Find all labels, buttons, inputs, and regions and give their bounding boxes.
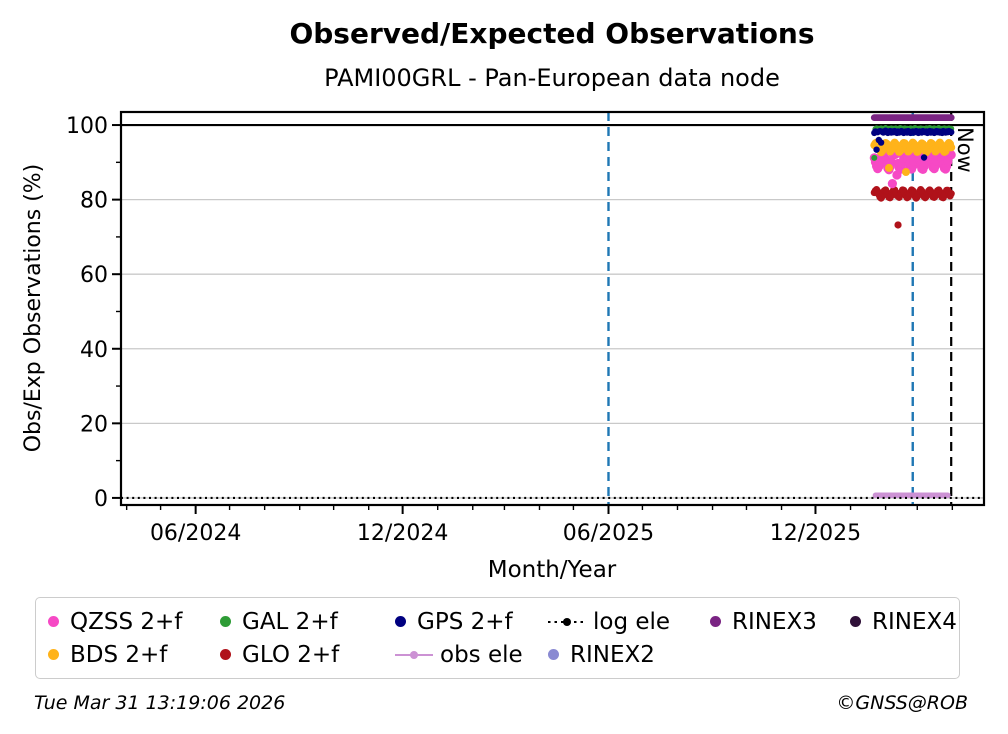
vertical-marker-lines [607, 112, 953, 505]
legend-item-qzss-2-f: QZSS 2+f [48, 609, 220, 635]
gridlines [121, 124, 984, 499]
legend-item-gps-2-f: GPS 2+f [395, 609, 548, 635]
svg-text:0: 0 [94, 487, 108, 512]
legend-label: GAL 2+f [242, 608, 338, 635]
series-gps-2-f [871, 127, 955, 161]
chart-subtitle: PAMI00GRL - Pan-European data node [324, 64, 780, 92]
series-rinex3 [870, 114, 955, 121]
legend-item-log-ele: log ele [548, 609, 710, 635]
legend-label: log ele [593, 608, 671, 635]
y-axis-label: Obs/Exp Observations (%) [21, 164, 46, 453]
legend-item-obs-ele: obs ele [395, 642, 548, 668]
svg-text:40: 40 [80, 338, 108, 363]
plot-area [121, 112, 984, 505]
rinex2-marker-icon [548, 649, 559, 660]
svg-text:20: 20 [80, 412, 108, 437]
legend-label: RINEX4 [872, 608, 957, 635]
svg-text:12/2025: 12/2025 [770, 521, 861, 546]
qzss-2-f-marker-icon [48, 616, 59, 627]
legend-label: obs ele [440, 641, 523, 668]
rinex3-marker-icon [710, 616, 721, 627]
x-axis-label: Month/Year [488, 557, 617, 583]
glo-2-f-marker-icon [220, 649, 231, 660]
chart-title: Observed/Expected Observations [289, 17, 814, 50]
now-label: Now [953, 127, 977, 173]
axis-ticks [112, 124, 954, 514]
copyright-credit: ©GNSS@ROB [836, 692, 968, 714]
svg-text:80: 80 [80, 189, 108, 214]
legend-label: RINEX2 [570, 641, 655, 668]
plot-frame [119, 110, 986, 507]
legend-label: GPS 2+f [417, 608, 513, 635]
svg-text:100: 100 [66, 114, 108, 139]
chart-footer: Tue Mar 31 13:19:06 2026 ©GNSS@ROB [0, 692, 1008, 722]
svg-text:06/2024: 06/2024 [150, 521, 241, 546]
legend-label: QZSS 2+f [70, 608, 183, 635]
legend-item-rinex4: RINEX4 [850, 609, 959, 635]
gps-2-f-marker-icon [395, 616, 406, 627]
legend-item-bds-2-f: BDS 2+f [48, 642, 220, 668]
obs-ele-marker-icon [395, 649, 433, 661]
legend-item-rinex3: RINEX3 [710, 609, 850, 635]
chart-legend: QZSS 2+f GAL 2+f GPS 2+f log ele RINEX3 RINEX… [35, 597, 960, 679]
legend-item-gal-2-f: GAL 2+f [220, 609, 395, 635]
gal-2-f-marker-icon [220, 616, 231, 627]
legend-label: GLO 2+f [242, 641, 340, 668]
legend-label: BDS 2+f [70, 641, 168, 668]
bds-2-f-marker-icon [48, 649, 59, 660]
legend-item-glo-2-f: GLO 2+f [220, 642, 395, 668]
axes: 06/2024 12/2024 06/2025 12/2025 0 20 40 60 80 100 [66, 114, 954, 546]
legend-label: RINEX3 [732, 608, 817, 635]
log-ele-marker-icon [548, 616, 586, 628]
observations-chart: Observed/Expected Observations PAMI00GRL… [21, 17, 986, 583]
data-series [121, 114, 984, 500]
svg-text:06/2025: 06/2025 [563, 521, 654, 546]
legend-item-rinex2: RINEX2 [548, 642, 710, 668]
series-glo-2-f [870, 185, 955, 229]
generation-timestamp: Tue Mar 31 13:19:06 2026 [34, 692, 286, 714]
tick-labels: 06/2024 12/2024 06/2025 12/2025 0 20 40 60 80 100 [66, 114, 861, 546]
svg-text:60: 60 [80, 263, 108, 288]
rinex4-marker-icon [850, 616, 861, 627]
svg-text:12/2024: 12/2024 [357, 521, 448, 546]
